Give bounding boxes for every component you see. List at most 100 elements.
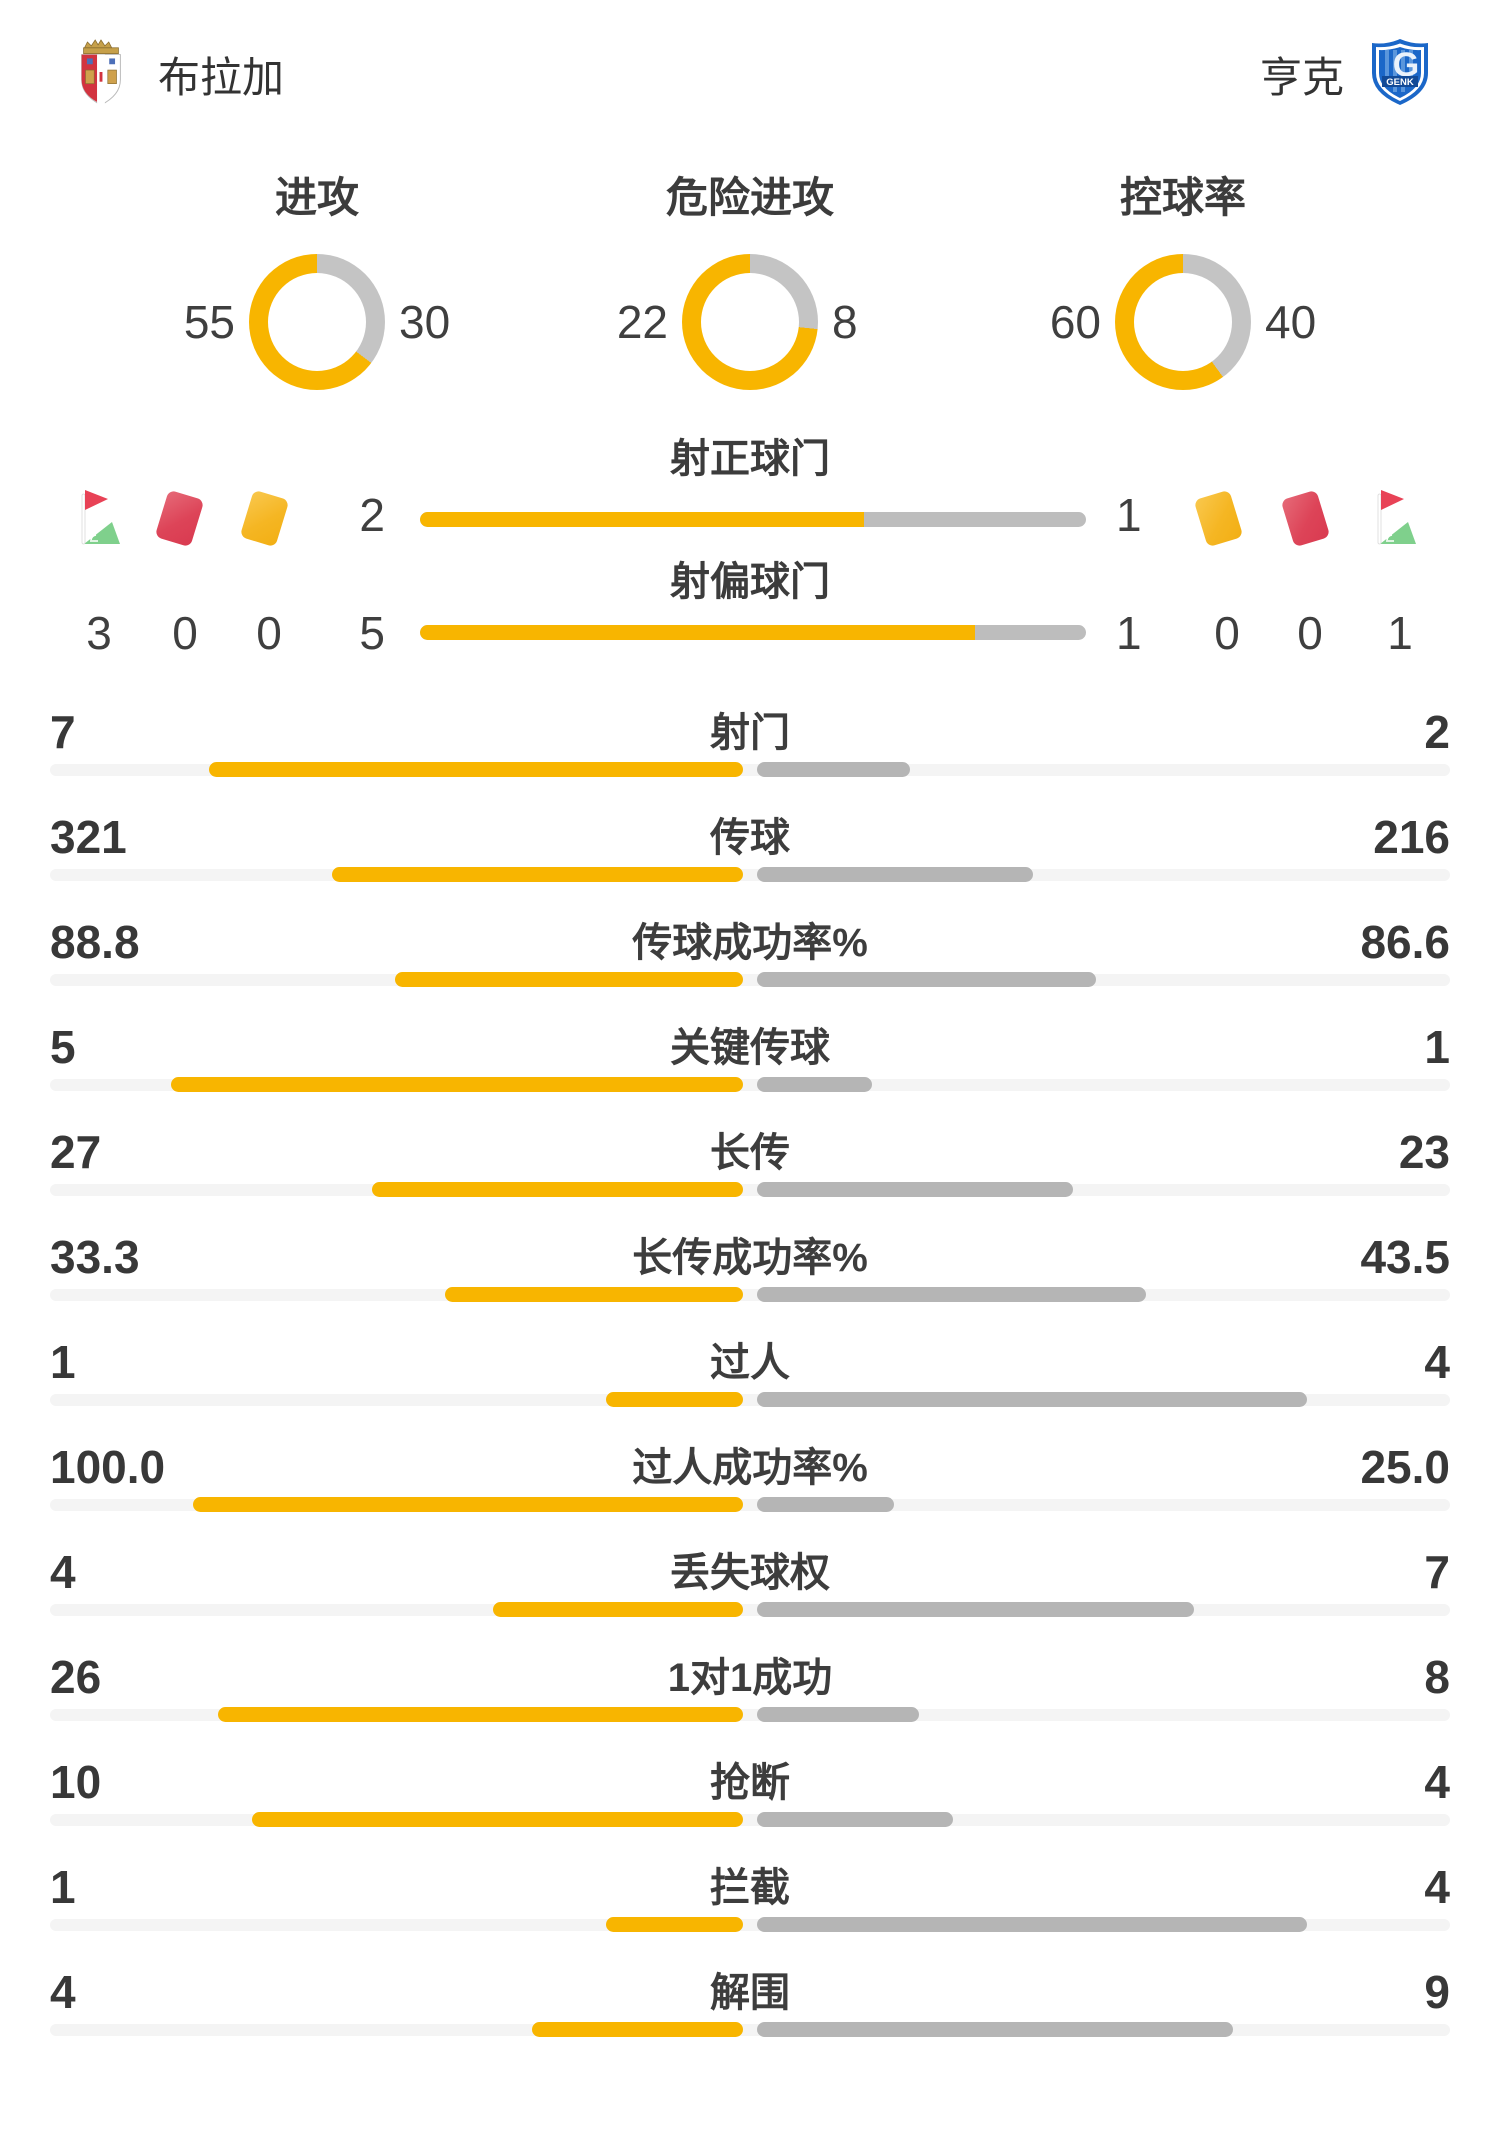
- away-team-logo-icon: G GENK: [1370, 38, 1430, 111]
- away-red-card-icon: [1280, 489, 1331, 548]
- stat-home-value: 321: [50, 811, 127, 863]
- stat-home-bar: [493, 1602, 743, 1617]
- stat-away-value: 23: [1398, 1126, 1450, 1178]
- stat-row: 100.0 过人成功率% 25.0: [50, 1435, 1450, 1540]
- stat-row: 10 抢断 4: [50, 1750, 1450, 1855]
- svg-text:GENK: GENK: [1386, 77, 1414, 88]
- stat-home-bar: [193, 1497, 743, 1512]
- stat-home-value: 4: [50, 1546, 76, 1598]
- home-corners-count: 3: [86, 607, 112, 659]
- donut-ring: [682, 254, 818, 390]
- stat-away-bar: [757, 1392, 1307, 1407]
- home-team: 布拉加: [70, 35, 284, 114]
- stat-label: 1对1成功: [667, 1656, 833, 1700]
- stat-row: 321 传球 216: [50, 805, 1450, 910]
- stat-row: 26 1对1成功 8: [50, 1645, 1450, 1750]
- stat-home-value: 1: [50, 1336, 76, 1388]
- stat-row: 88.8 传球成功率% 86.6: [50, 910, 1450, 1015]
- stat-row: 33.3 长传成功率% 43.5: [50, 1225, 1450, 1330]
- stat-home-value: 27: [50, 1126, 102, 1178]
- stat-home-bar: [217, 1707, 743, 1722]
- home-yellow-card-icon: [239, 489, 290, 548]
- stat-home-bar: [395, 972, 743, 987]
- donut-away-value: 40: [1265, 296, 1317, 348]
- stat-home-value: 1: [50, 1861, 76, 1913]
- away-red-cards-count: 0: [1297, 607, 1323, 659]
- stat-bar-track: [50, 2024, 1450, 2036]
- stat-away-value: 216: [1373, 811, 1450, 863]
- home-yellow-cards-count: 0: [256, 607, 282, 659]
- stat-label: 丢失球权: [670, 1551, 830, 1595]
- away-yellow-cards-count: 0: [1214, 607, 1240, 659]
- away-shots-off-target-value: 1: [1116, 607, 1142, 659]
- stat-away-value: 9: [1424, 1966, 1450, 2018]
- stat-home-value: 88.8: [50, 916, 140, 968]
- home-shots-off-target-value: 5: [359, 607, 385, 659]
- stat-bar-track: [50, 1184, 1450, 1196]
- stat-label: 关键传球: [670, 1026, 830, 1070]
- shots-on-target-home-fill: [420, 512, 864, 527]
- stat-away-bar: [757, 972, 1097, 987]
- stat-home-bar: [372, 1182, 743, 1197]
- donut-home-value: 55: [183, 296, 235, 348]
- stat-bar-track: [50, 974, 1450, 986]
- stat-away-value: 4: [1424, 1336, 1450, 1388]
- stat-away-bar: [757, 867, 1034, 882]
- stat-away-value: 7: [1424, 1546, 1450, 1598]
- stat-row: 1 过人 4: [50, 1330, 1450, 1435]
- stat-label: 传球成功率%: [632, 921, 868, 965]
- home-shots-on-target-value: 2: [359, 489, 385, 541]
- stat-home-value: 7: [50, 706, 76, 758]
- stat-away-bar: [757, 762, 910, 777]
- donut-0: 进攻 55 30: [139, 176, 495, 390]
- donut-title: 控球率: [1119, 174, 1246, 221]
- stat-label: 传球: [710, 816, 790, 860]
- stat-away-bar: [757, 1077, 872, 1092]
- stat-row: 27 长传 23: [50, 1120, 1450, 1225]
- stat-home-value: 26: [50, 1651, 102, 1703]
- stat-home-value: 100.0: [50, 1441, 166, 1493]
- stat-home-bar: [170, 1077, 743, 1092]
- donut-ring: [1115, 254, 1251, 390]
- stat-bar-track: [50, 1289, 1450, 1301]
- stat-away-value: 4: [1424, 1861, 1450, 1913]
- stat-home-bar: [531, 2022, 743, 2037]
- stat-label: 过人成功率%: [632, 1446, 868, 1490]
- away-team-name: 亨克: [1259, 53, 1344, 101]
- home-corner-flag-icon: [74, 486, 130, 552]
- stat-label: 过人: [710, 1341, 790, 1385]
- donut-away-value: 30: [399, 296, 451, 348]
- stat-home-bar: [605, 1392, 743, 1407]
- stat-away-bar: [757, 1497, 895, 1512]
- cards-and-shots-section: 射正球门 射偏球门 2 1 3 0 0 5 1 0 0 1: [0, 432, 1500, 672]
- stat-row: 4 丢失球权 7: [50, 1540, 1450, 1645]
- stat-away-bar: [757, 1287, 1147, 1302]
- stat-home-bar: [605, 1917, 743, 1932]
- stat-home-bar: [208, 762, 743, 777]
- away-corner-flag-icon: [1370, 486, 1426, 552]
- stat-home-bar: [252, 1812, 743, 1827]
- donut-home-value: 60: [1049, 296, 1101, 348]
- donut-section: 进攻 55 30 危险进攻 22 8 控球率 60 40: [0, 176, 1500, 390]
- stat-away-value: 8: [1424, 1651, 1450, 1703]
- donut-1: 危险进攻 22 8: [572, 176, 928, 390]
- stat-away-value: 43.5: [1360, 1231, 1450, 1283]
- shots-off-target-bar: [420, 625, 1086, 640]
- match-header: 布拉加 亨克 G GENK: [0, 0, 1500, 112]
- away-corners-count: 1: [1387, 607, 1413, 659]
- home-team-crest-icon: [70, 35, 132, 114]
- stat-label: 射门: [710, 711, 790, 755]
- stat-home-value: 4: [50, 1966, 76, 2018]
- stat-away-value: 1: [1424, 1021, 1450, 1073]
- stat-away-bar: [757, 1602, 1195, 1617]
- home-team-name: 布拉加: [158, 53, 285, 101]
- stat-away-value: 25.0: [1360, 1441, 1450, 1493]
- stat-row: 7 射门 2: [50, 700, 1450, 805]
- donut-home-value: 22: [616, 296, 668, 348]
- donut-title: 进攻: [274, 174, 359, 221]
- shots-on-target-label: 射正球门: [670, 437, 830, 481]
- stat-label: 抢断: [710, 1761, 790, 1805]
- stat-home-bar: [332, 867, 743, 882]
- stat-home-value: 5: [50, 1021, 76, 1073]
- stat-away-value: 4: [1424, 1756, 1450, 1808]
